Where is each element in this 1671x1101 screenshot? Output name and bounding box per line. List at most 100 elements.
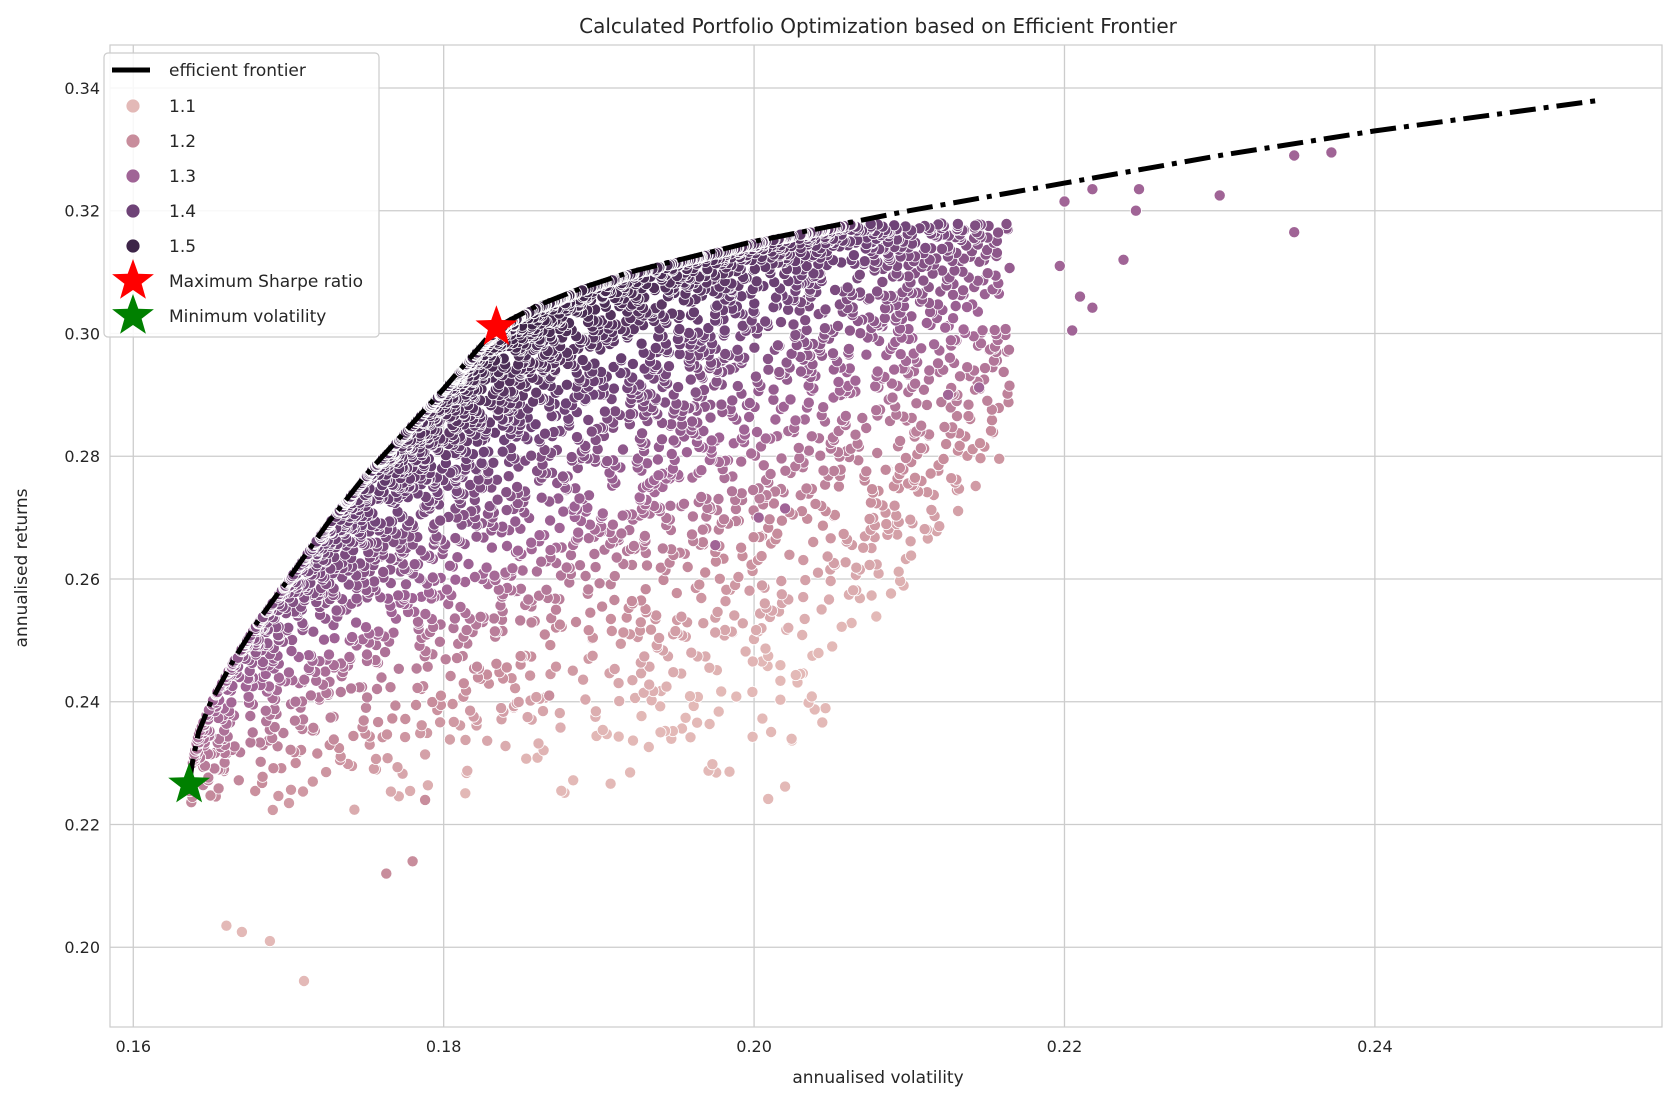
portfolio-point [974, 452, 987, 465]
portfolio-point [847, 249, 860, 262]
portfolio-point [419, 793, 432, 806]
portfolio-point [762, 363, 775, 376]
portfolio-point [842, 342, 855, 355]
portfolio-point [879, 463, 892, 476]
portfolio-point [609, 405, 622, 418]
portfolio-point [1213, 189, 1226, 202]
portfolio-point [807, 536, 820, 549]
portfolio-point [426, 696, 439, 709]
portfolio-point [414, 544, 427, 557]
portfolio-point [863, 558, 876, 571]
portfolio-point [779, 464, 792, 477]
legend: efficient frontier 1.1 1.2 1.3 1.4 1.5 Maximum… [103, 52, 380, 338]
portfolio-point [767, 393, 780, 406]
portfolio-point [282, 666, 295, 679]
portfolio-point [784, 393, 797, 406]
portfolio-point [555, 784, 568, 797]
portfolio-point [762, 352, 775, 365]
portfolio-point [588, 548, 601, 561]
portfolio-point [582, 413, 595, 426]
portfolio-point [391, 761, 404, 774]
portfolio-point [919, 241, 932, 254]
portfolio-point [596, 507, 609, 520]
portfolio-point [673, 323, 686, 336]
portfolio-point [865, 589, 878, 602]
portfolio-point [1086, 301, 1099, 314]
portfolio-point [910, 397, 923, 410]
portfolio-point [443, 559, 456, 572]
portfolio-point [712, 492, 725, 505]
portfolio-point [626, 674, 639, 687]
portfolio-point [870, 610, 883, 623]
portfolio-point [767, 383, 780, 396]
portfolio-point [645, 623, 658, 636]
portfolio-point [553, 707, 566, 720]
portfolio-point [743, 410, 756, 423]
portfolio-point [462, 558, 475, 571]
portfolio-point [535, 555, 548, 568]
legend-hue-swatch [125, 168, 141, 184]
portfolio-point [616, 509, 629, 522]
portfolio-point [709, 626, 722, 639]
portfolio-point [752, 511, 765, 524]
portfolio-point [962, 398, 975, 411]
portfolio-point [771, 527, 784, 540]
portfolio-point [779, 502, 792, 515]
portfolio-point [345, 682, 358, 695]
legend-box [103, 52, 380, 338]
portfolio-point [615, 527, 628, 540]
portfolio-point [800, 482, 813, 495]
portfolio-point [242, 690, 255, 703]
portfolio-point [670, 587, 683, 600]
portfolio-point [553, 521, 566, 534]
portfolio-point [485, 541, 498, 554]
portfolio-point [695, 592, 708, 605]
portfolio-point [750, 275, 763, 288]
portfolio-point [1066, 324, 1079, 337]
portfolio-point [892, 565, 905, 578]
portfolio-point [735, 455, 748, 468]
portfolio-point [500, 504, 513, 517]
portfolio-point [693, 578, 706, 591]
portfolio-point [821, 550, 834, 563]
portfolio-point [381, 752, 394, 765]
portfolio-point [409, 699, 422, 712]
portfolio-point [617, 443, 630, 456]
portfolio-point [802, 444, 815, 457]
portfolio-point [880, 518, 893, 531]
portfolio-point [755, 550, 768, 563]
portfolio-point [656, 433, 669, 446]
portfolio-point [605, 625, 618, 638]
portfolio-point [782, 621, 795, 634]
portfolio-point [894, 434, 907, 447]
portfolio-point [949, 299, 962, 312]
portfolio-point [759, 642, 772, 655]
portfolio-point [1325, 146, 1338, 159]
portfolio-point [915, 419, 928, 432]
portfolio-point [535, 491, 548, 504]
portfolio-point [774, 693, 787, 706]
portfolio-point [1086, 183, 1099, 196]
portfolio-point [697, 617, 710, 630]
portfolio-point [905, 549, 918, 562]
portfolio-point [220, 919, 233, 932]
portfolio-point [419, 748, 432, 761]
y-tick-label: 0.28 [64, 447, 100, 466]
portfolio-point [957, 284, 970, 297]
portfolio-point [685, 646, 698, 659]
portfolio-point [553, 618, 566, 631]
portfolio-point [384, 785, 397, 798]
portfolio-point [918, 523, 931, 536]
portfolio-point [800, 323, 813, 336]
portfolio-point [408, 558, 421, 571]
portfolio-point [764, 467, 777, 480]
portfolio-point [459, 576, 472, 589]
portfolio-point [298, 673, 311, 686]
portfolio-point [756, 579, 769, 592]
portfolio-point [638, 530, 651, 543]
portfolio-point [736, 617, 749, 630]
portfolio-point [525, 536, 538, 549]
portfolio-point [288, 714, 301, 727]
portfolio-point [951, 410, 964, 423]
legend-label-hue: 1.3 [169, 167, 196, 187]
